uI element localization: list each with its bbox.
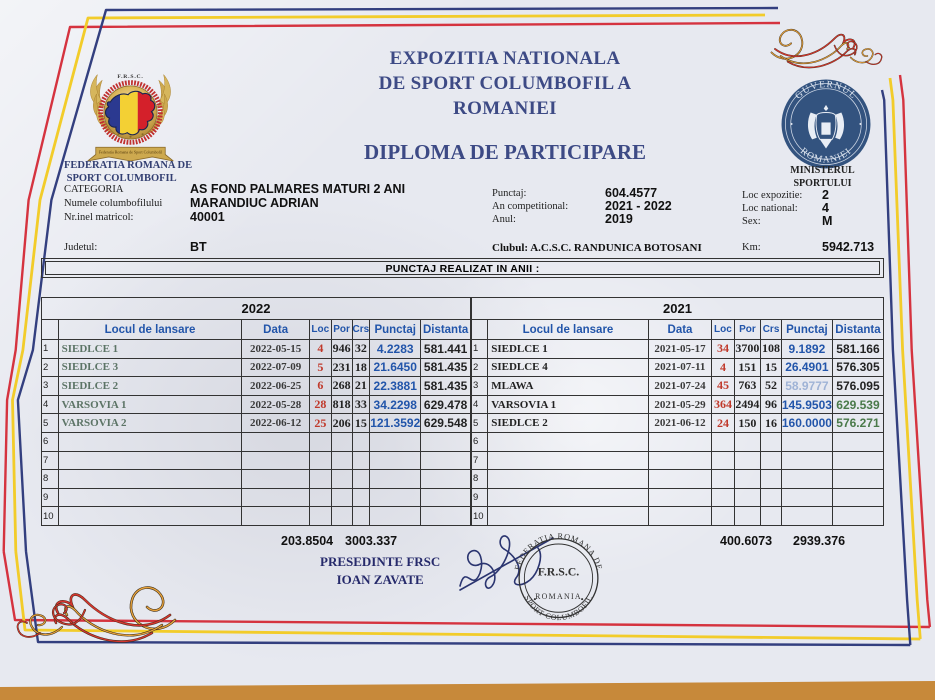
svg-text:F.R.S.C.: F.R.S.C. [117,74,143,80]
svg-text:Federatia Romana de Sport Colu: Federatia Romana de Sport Columbofil [99,150,163,155]
svg-text:F.R.S.C.: F.R.S.C. [538,565,580,579]
svg-text:ROMANIA: ROMANIA [535,592,582,601]
